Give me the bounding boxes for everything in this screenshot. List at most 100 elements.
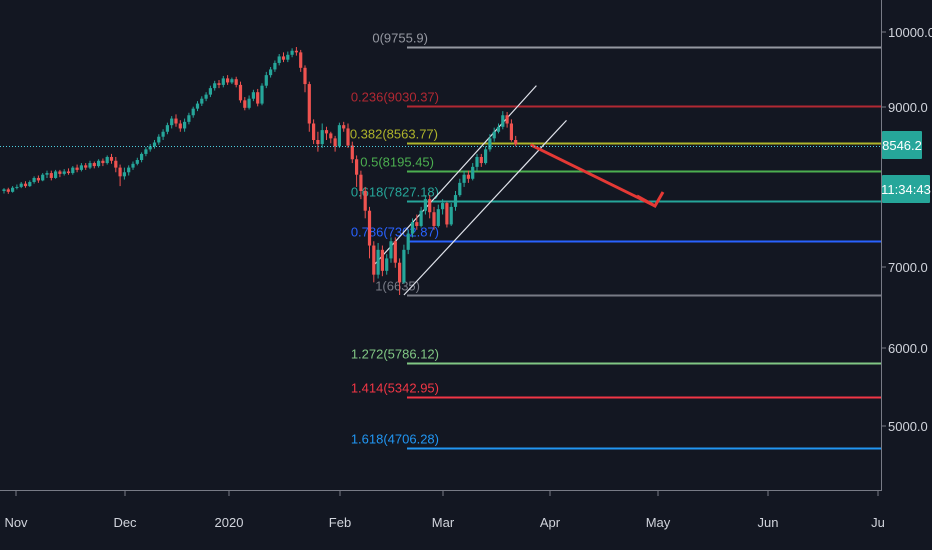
y-tick-label: 9000.0 [888,100,928,115]
x-tick-label: Mar [432,515,455,530]
y-tick-label: 7000.0 [888,260,928,275]
candle-body [58,171,62,174]
candle-body [449,206,453,225]
fib-label-1: 1(6635) [375,279,420,294]
time-axis[interactable]: Nov Dec 2020 Feb Mar Apr May Jun Ju [0,490,932,550]
candle-body [208,88,212,95]
candle-body [355,159,359,175]
candle-body [380,249,384,271]
channel-line-upper[interactable] [373,85,537,266]
candle-body [488,138,492,150]
projection-arrow[interactable] [529,143,665,208]
candle-body [277,56,281,63]
candle-body [290,50,294,55]
candle-body [187,115,191,122]
candle-body [36,177,40,181]
x-tick-label: Ju [871,515,885,530]
candle-body [2,189,6,191]
candle-body [324,130,329,134]
candle-body [221,78,225,85]
candle-body [75,167,79,170]
candle-body [213,83,217,89]
candle-body [165,125,169,132]
candle-body [264,75,268,86]
candle-body [152,142,157,147]
candle-body [11,187,15,192]
candle-body [406,233,410,250]
candle-body [101,160,105,164]
candle-body [195,103,200,109]
candle-body [342,125,346,129]
candle-body [376,249,380,275]
candle-body [337,125,341,147]
candle-body [200,98,204,104]
candle-body [471,166,475,179]
countdown-tag: 11:34:43 [881,175,931,203]
candle-body [41,174,45,181]
candlestick-series [2,46,518,295]
candle-body [393,241,397,263]
candle-body [140,153,144,161]
candle-body [114,160,118,168]
candle-body [466,174,470,179]
candle-body [178,123,182,129]
candle-body [122,172,126,177]
x-tick-label: 2020 [215,515,244,530]
candle-body [475,156,479,167]
price-axis[interactable]: 10000.0 9000.0 7000.0 6000.0 5000.0 8546.2 1… [881,0,932,490]
candle-body [484,149,488,164]
candle-body [402,249,406,283]
candle-body [243,100,247,108]
candle-body [238,84,243,101]
candle-body [118,167,122,177]
candle-body [148,146,152,150]
arrow-shaft [529,143,656,208]
candle-body [230,79,234,83]
fib-label-0-382: 0.382(8563.77) [350,127,438,142]
candle-body [428,199,432,213]
candle-body [247,98,251,108]
y-tick-label: 6000.0 [888,341,928,356]
candle-body [84,165,88,168]
candle-body [19,183,23,187]
candle-body [350,145,354,160]
candle-body [131,163,135,168]
candle-body [234,79,238,85]
x-tick-label: Nov [4,515,28,530]
candle-body [174,118,178,124]
candle-body [28,182,32,187]
y-tick-label: 5000.0 [888,419,928,434]
x-tick-label: Feb [329,515,351,530]
candle-body [170,118,174,126]
fib-label-0-618: 0.618(7827.18) [351,185,439,200]
fib-label-0: 0(9755.9) [372,31,428,46]
candle-body [45,173,49,175]
fib-label-0-236: 0.236(9030.37) [351,90,439,105]
candle-body [6,189,10,192]
candle-body [191,108,195,116]
arrow-head [636,191,665,208]
candle-body [109,156,114,161]
candle-body [415,222,419,226]
candle-body [217,83,221,85]
fib-label-0-786: 0.786(7302.87) [351,225,439,240]
candle-body [359,174,363,191]
candle-body [226,78,230,83]
candle-body [97,160,101,167]
candle-body [385,258,389,271]
candle-body [79,165,83,170]
candle-body [316,140,320,145]
candle-body [161,131,165,137]
candle-body [32,177,36,183]
candle-body [127,167,131,173]
candle-body [273,62,277,70]
candle-body [432,212,436,226]
candle-body [105,156,109,164]
candle-body [54,171,58,178]
candle-body [458,182,462,196]
current-price-label: 8546.2 [882,138,922,153]
candle-body [49,173,53,178]
candle-body [410,222,415,234]
candle-body [269,69,273,76]
